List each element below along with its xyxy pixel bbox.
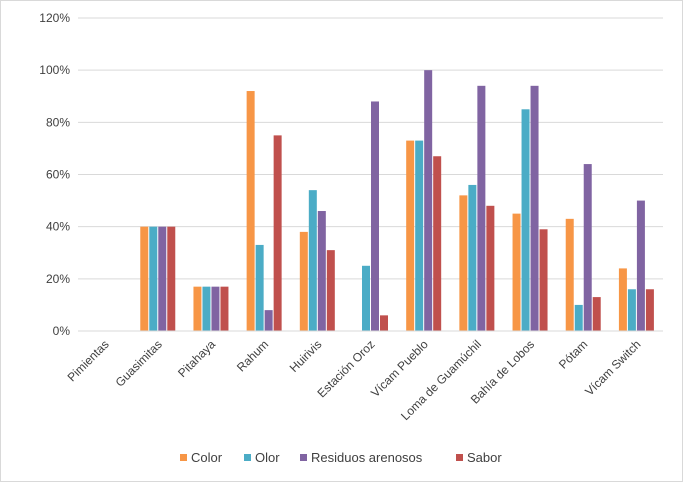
bar-color [299, 231, 308, 331]
bar-residuos-arenosos [636, 200, 645, 331]
y-tick-label: 60% [46, 168, 70, 182]
bar-residuos-arenosos [477, 85, 486, 331]
bar-olor [202, 286, 211, 331]
bar-olor [415, 140, 424, 331]
bar-sabor [220, 286, 229, 331]
bar-color [246, 91, 255, 332]
bar-color [512, 213, 521, 331]
bar-olor [255, 244, 264, 331]
bar-color [459, 195, 468, 331]
y-tick-label: 100% [39, 63, 70, 77]
bar-olor [149, 226, 158, 331]
legend-swatch [244, 454, 251, 461]
legend-swatch [300, 454, 307, 461]
legend-label: Sabor [467, 450, 502, 465]
y-tick-label: 80% [46, 115, 70, 129]
bar-sabor [380, 315, 388, 331]
bar-olor [362, 265, 370, 331]
bar-residuos-arenosos [211, 286, 220, 331]
y-axis-ticks: 0% 20% 40% 60% 80% 100% 120% [39, 11, 70, 338]
bar-sabor [592, 297, 601, 331]
legend: Color Olor Residuos arenosos Sabor [180, 450, 502, 465]
bar-color [140, 226, 149, 331]
legend-swatch [180, 454, 187, 461]
bar-residuos-arenosos [317, 211, 326, 331]
bar-sabor [433, 156, 442, 331]
bar-olor [308, 190, 317, 331]
bar-color [406, 140, 415, 331]
bar-residuos-arenosos [530, 85, 539, 331]
x-axis-categories: Pimientas Guasimitas Pitahaya Rahum Huirivis… [65, 337, 644, 423]
legend-label: Olor [255, 450, 280, 465]
bar-olor [627, 289, 636, 331]
bar-residuos-arenosos [424, 70, 433, 332]
legend-label: Color [191, 450, 223, 465]
y-tick-label: 120% [39, 11, 70, 25]
bar-sabor [326, 250, 335, 331]
bar-residuos-arenosos [583, 164, 592, 331]
bar-sabor [539, 229, 548, 331]
x-category-label: Rahum [234, 337, 271, 374]
y-tick-label: 0% [53, 324, 71, 338]
bar-residuos-arenosos [158, 226, 167, 331]
x-category-label: Vícam Switch [582, 337, 643, 398]
bar-sabor [167, 226, 176, 331]
bar-sabor [486, 205, 495, 331]
x-category-label: Pitahaya [175, 337, 218, 380]
bar-color [193, 286, 202, 331]
bar-sabor [645, 289, 654, 331]
bar-olor [468, 184, 477, 331]
legend-label: Residuos arenosos [311, 450, 423, 465]
bars [140, 70, 654, 332]
bar-color [618, 268, 627, 331]
x-category-label: Pimientas [65, 337, 112, 384]
bar-color [565, 218, 574, 331]
legend-swatch [456, 454, 463, 461]
x-category-label: Huirivis [287, 337, 325, 375]
y-tick-label: 40% [46, 220, 70, 234]
x-category-label: Pótam [556, 337, 590, 371]
y-tick-label: 20% [46, 272, 70, 286]
bar-residuos-arenosos [371, 101, 379, 331]
bar-residuos-arenosos [264, 310, 273, 331]
bar-olor [521, 109, 530, 332]
bar-olor [574, 304, 583, 331]
x-category-label: Guasimitas [113, 337, 165, 389]
gridlines [78, 17, 663, 280]
bar-sabor [273, 135, 282, 331]
